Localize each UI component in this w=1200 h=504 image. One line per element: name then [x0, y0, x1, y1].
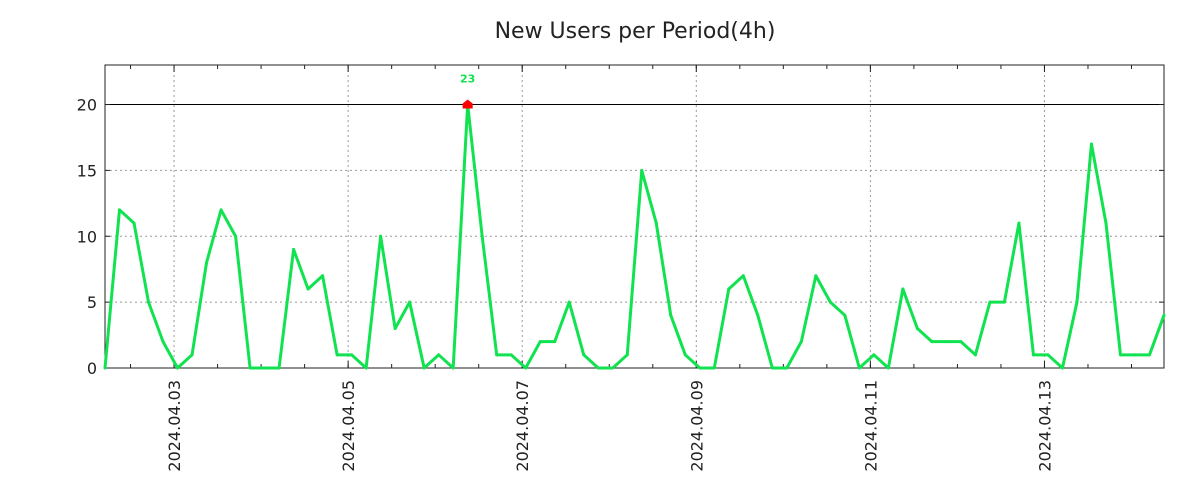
data-point: [698, 366, 702, 370]
data-point: [161, 340, 165, 344]
y-tick-label: 5: [87, 293, 97, 312]
data-point: [567, 300, 571, 304]
chart-title: New Users per Period(4h): [495, 19, 776, 44]
data-point: [190, 353, 194, 357]
data-point: [741, 274, 745, 278]
data-point: [1017, 221, 1021, 225]
data-point: [712, 366, 716, 370]
data-point: [321, 274, 325, 278]
data-point: [1060, 366, 1064, 370]
data-point: [1075, 300, 1079, 304]
data-point: [582, 353, 586, 357]
data-point: [306, 287, 310, 291]
data-point: [814, 274, 818, 278]
data-point: [857, 366, 861, 370]
data-point: [930, 340, 934, 344]
data-point: [263, 366, 267, 370]
data-point: [886, 366, 890, 370]
data-point: [408, 300, 412, 304]
data-point: [915, 326, 919, 330]
data-point: [756, 313, 760, 317]
data-point: [103, 366, 107, 370]
data-point: [219, 208, 223, 212]
data-point: [625, 353, 629, 357]
x-tick-label: 2024.04.09: [687, 380, 706, 472]
data-point: [538, 340, 542, 344]
data-point: [335, 353, 339, 357]
data-point: [451, 366, 455, 370]
y-tick-label: 20: [77, 96, 97, 115]
data-point: [973, 353, 977, 357]
data-point: [872, 353, 876, 357]
x-tick-label: 2024.04.05: [339, 380, 358, 472]
data-point: [669, 313, 673, 317]
y-tick-label: 0: [87, 359, 97, 378]
y-tick-label: 10: [77, 227, 97, 246]
data-point: [654, 221, 658, 225]
data-point: [118, 208, 122, 212]
x-tick-label: 2024.04.11: [861, 380, 880, 472]
clipped-peak-marker: [462, 99, 473, 109]
peak-value-label: 23: [460, 73, 475, 86]
data-point: [988, 300, 992, 304]
data-point: [205, 261, 209, 265]
data-point: [495, 353, 499, 357]
data-point: [843, 313, 847, 317]
data-point: [292, 247, 296, 251]
data-point: [1031, 353, 1035, 357]
data-point: [248, 366, 252, 370]
y-tick-label: 15: [77, 161, 97, 180]
data-point: [422, 366, 426, 370]
data-point: [1118, 353, 1122, 357]
data-point: [364, 366, 368, 370]
data-point: [1104, 221, 1108, 225]
data-point: [277, 366, 281, 370]
data-point: [640, 168, 644, 172]
data-point: [785, 366, 789, 370]
data-point: [524, 366, 528, 370]
data-point: [1162, 313, 1166, 317]
data-point: [1089, 142, 1093, 146]
data-point: [393, 326, 397, 330]
data-point: [596, 366, 600, 370]
data-point: [1133, 353, 1137, 357]
data-point: [147, 300, 151, 304]
series-line-new-users: [103, 103, 1166, 370]
data-point: [944, 340, 948, 344]
data-point: [350, 353, 354, 357]
data-point: [828, 300, 832, 304]
data-point: [611, 366, 615, 370]
data-point: [176, 366, 180, 370]
data-point: [683, 353, 687, 357]
data-point: [509, 353, 513, 357]
data-point: [770, 366, 774, 370]
data-point: [901, 287, 905, 291]
data-point: [1046, 353, 1050, 357]
data-point: [1002, 300, 1006, 304]
data-point: [727, 287, 731, 291]
data-point: [799, 340, 803, 344]
x-tick-label: 2024.04.03: [165, 380, 184, 472]
x-tick-label: 2024.04.07: [513, 380, 532, 472]
data-point: [553, 340, 557, 344]
data-point: [379, 234, 383, 238]
data-point: [437, 353, 441, 357]
data-point: [480, 234, 484, 238]
data-point: [1147, 353, 1151, 357]
data-point: [959, 340, 963, 344]
x-tick-label: 2024.04.13: [1035, 380, 1054, 472]
data-point: [234, 234, 238, 238]
plot-frame: [104, 64, 1165, 369]
data-point: [132, 221, 136, 225]
